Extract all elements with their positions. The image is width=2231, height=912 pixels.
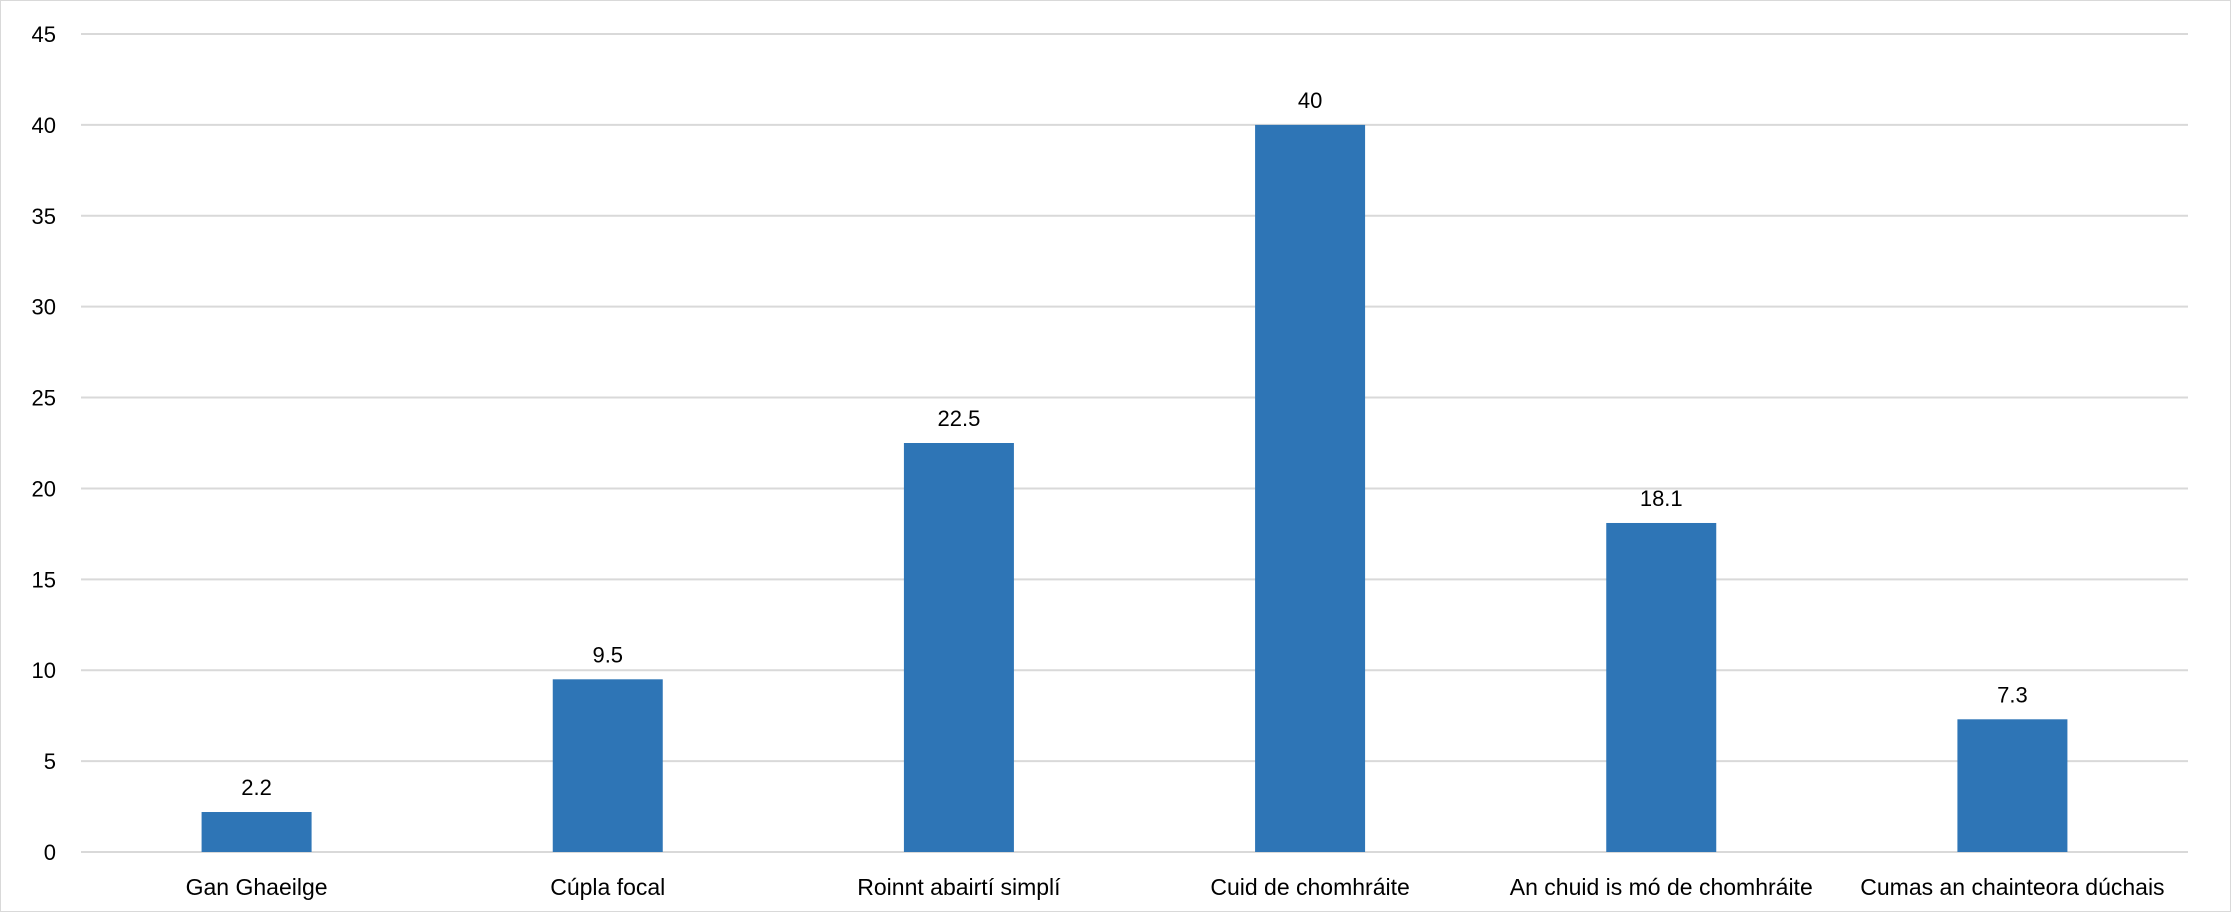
data-label: 18.1 (1640, 486, 1683, 511)
data-label: 40 (1298, 88, 1322, 113)
bar (1255, 124, 1366, 852)
y-tick-label: 5 (44, 749, 56, 774)
y-tick-label: 20 (32, 476, 56, 501)
category-label: Cumas an chainteora dúchais (1860, 874, 2164, 900)
data-label: 2.2 (241, 775, 272, 800)
data-label: 7.3 (1997, 682, 2028, 707)
data-label: 22.5 (938, 406, 981, 431)
category-label: Gan Ghaeilge (186, 874, 328, 900)
y-tick-label: 0 (44, 840, 56, 865)
category-label: Roinnt abairtí simplí (857, 874, 1061, 900)
bar (1957, 719, 2068, 852)
bar (552, 679, 663, 852)
category-label: Cúpla focal (550, 874, 665, 900)
x-axis-category-labels: Gan Ghaeilge Cúpla focal Roinnt abairtí si… (186, 874, 2165, 900)
y-tick-label: 45 (32, 22, 56, 47)
y-tick-label: 30 (32, 295, 56, 320)
y-tick-label: 35 (32, 204, 56, 229)
bar (201, 812, 312, 852)
bar (1606, 522, 1717, 852)
y-axis-tick-labels: 0 5 10 15 20 25 30 35 40 45 (32, 22, 56, 865)
y-tick-label: 15 (32, 567, 56, 592)
category-label: Cuid de chomhráite (1210, 874, 1409, 900)
gridlines (81, 33, 2188, 853)
y-tick-label: 25 (32, 386, 56, 411)
category-label: An chuid is mó de chomhráite (1510, 874, 1813, 900)
data-label: 9.5 (592, 642, 623, 667)
y-tick-label: 10 (32, 658, 56, 683)
data-labels: 2.2 9.5 22.5 40 18.1 7.3 (241, 88, 2027, 800)
bars (201, 124, 2068, 852)
y-tick-label: 40 (32, 113, 56, 138)
bar (903, 443, 1014, 852)
